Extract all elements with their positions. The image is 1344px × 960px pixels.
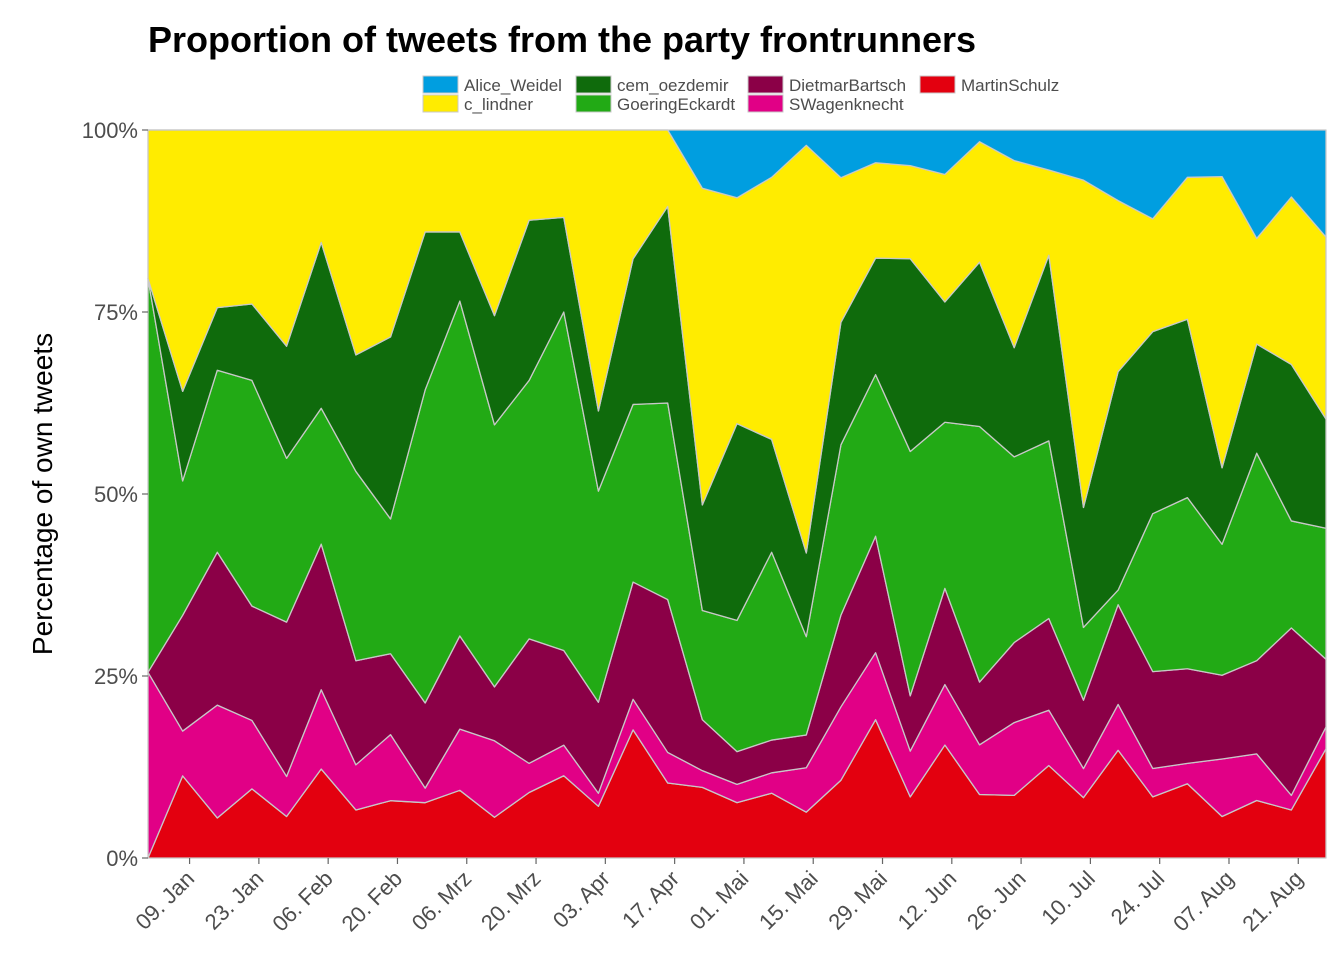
- legend-label-MartinSchulz: MartinSchulz: [961, 76, 1059, 95]
- y-tick-label: 75%: [94, 300, 138, 325]
- x-tick-label: 15. Mai: [754, 866, 823, 935]
- legend-label-DietmarBartsch: DietmarBartsch: [789, 76, 906, 95]
- x-tick-label: 24. Jul: [1106, 866, 1170, 930]
- y-axis: 0% 25% 50% 75% 100%: [82, 118, 148, 871]
- chart-title: Proportion of tweets from the party fron…: [148, 19, 976, 60]
- x-tick-label: 29. Mai: [823, 866, 892, 935]
- x-tick-label: 03. Apr: [548, 866, 615, 933]
- y-tick-label: 0%: [106, 846, 138, 871]
- legend: Alice_Weidel cem_oezdemir DietmarBartsch Ma…: [422, 75, 1059, 114]
- legend-swatch-Alice_Weidel: [422, 75, 459, 94]
- x-tick-label: 09. Jan: [130, 866, 199, 935]
- stacked-area-layers: [147, 129, 1327, 859]
- x-tick-label: 17. Apr: [617, 866, 684, 933]
- x-tick-label: 12. Jun: [893, 866, 962, 935]
- x-tick-label: 01. Mai: [685, 866, 754, 935]
- x-tick-label: 20. Mrz: [476, 866, 546, 936]
- legend-swatch-c_lindner: [422, 94, 459, 113]
- y-tick-label: 25%: [94, 664, 138, 689]
- x-tick-label: 10. Jul: [1036, 866, 1100, 930]
- legend-swatch-GoeringEckardt: [575, 94, 612, 113]
- legend-swatch-MartinSchulz: [919, 75, 956, 94]
- legend-swatch-SWagenknecht: [747, 94, 784, 113]
- y-tick-label: 50%: [94, 482, 138, 507]
- x-tick-label: 06. Mrz: [407, 866, 477, 936]
- legend-label-c_lindner: c_lindner: [464, 95, 533, 114]
- y-tick-label: 100%: [82, 118, 138, 143]
- legend-label-Alice_Weidel: Alice_Weidel: [464, 76, 562, 95]
- legend-label-cem_oezdemir: cem_oezdemir: [617, 76, 729, 95]
- legend-swatch-DietmarBartsch: [747, 75, 784, 94]
- y-axis-title: Percentage of own tweets: [27, 333, 58, 655]
- x-tick-label: 26. Jun: [962, 866, 1031, 935]
- legend-label-SWagenknecht: SWagenknecht: [789, 95, 904, 114]
- x-tick-label: 23. Jan: [200, 866, 269, 935]
- x-tick-label: 07. Aug: [1168, 866, 1238, 936]
- legend-label-GoeringEckardt: GoeringEckardt: [617, 95, 735, 114]
- legend-swatch-cem_oezdemir: [575, 75, 612, 94]
- x-tick-label: 20. Feb: [337, 866, 407, 936]
- x-tick-label: 06. Feb: [267, 866, 337, 936]
- area-Alice_Weidel: [147, 129, 1327, 240]
- x-tick-label: 21. Aug: [1237, 866, 1307, 936]
